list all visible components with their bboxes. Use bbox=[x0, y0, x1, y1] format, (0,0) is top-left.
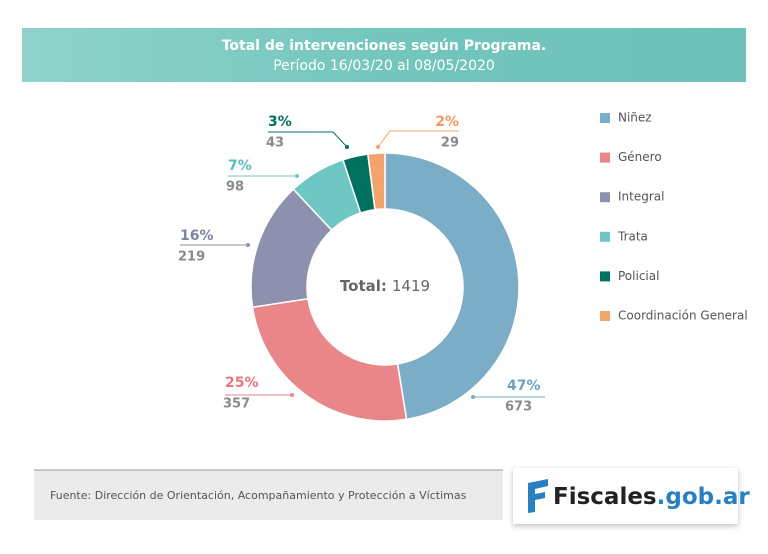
slice bbox=[384, 152, 520, 421]
percent-label: 7% bbox=[228, 158, 252, 174]
value-label: 357 bbox=[223, 397, 250, 412]
title-bar bbox=[22, 28, 746, 82]
legend-label: Coordinación General bbox=[618, 309, 748, 323]
legend-label: Género bbox=[618, 150, 662, 164]
value-label: 43 bbox=[266, 136, 284, 151]
percent-label: 2% bbox=[435, 114, 459, 130]
legend-swatch bbox=[600, 113, 610, 123]
total-label: Total: bbox=[340, 277, 387, 295]
legend-swatch bbox=[600, 231, 610, 242]
legend-label: Integral bbox=[618, 190, 664, 204]
logo-box bbox=[513, 468, 738, 524]
percent-label: 47% bbox=[507, 378, 541, 394]
leader-dot bbox=[376, 145, 380, 149]
total-value: 1419 bbox=[392, 277, 430, 295]
leader-dot bbox=[246, 243, 250, 247]
value-label: 98 bbox=[226, 180, 244, 195]
logo-domain: .gob.ar bbox=[657, 484, 751, 510]
legend-swatch bbox=[600, 192, 610, 203]
leader-dot bbox=[345, 145, 349, 149]
logo-name: Fiscales bbox=[553, 484, 657, 510]
slice bbox=[367, 152, 386, 211]
legend-swatch bbox=[600, 152, 610, 163]
percent-label: 16% bbox=[180, 228, 214, 244]
legend-swatch bbox=[600, 271, 610, 282]
legend-label: Policial bbox=[618, 269, 659, 283]
legend-label: Niñez bbox=[618, 111, 652, 125]
leader-line bbox=[268, 131, 348, 148]
chart-subtitle: Período 16/03/20 al 08/05/2020 bbox=[273, 58, 495, 74]
leader-dot bbox=[290, 393, 294, 397]
percent-label: 25% bbox=[225, 375, 259, 391]
percent-label: 3% bbox=[268, 114, 292, 130]
leader-dot bbox=[295, 174, 299, 178]
total: Total: 1419 bbox=[340, 277, 430, 295]
legend-label: Trata bbox=[617, 229, 648, 243]
slice bbox=[251, 297, 408, 422]
source-box bbox=[34, 470, 503, 520]
value-label: 29 bbox=[441, 136, 459, 151]
legend-swatch bbox=[600, 311, 610, 321]
chart-title: Total de intervenciones según Programa. bbox=[222, 38, 547, 54]
value-label: 219 bbox=[178, 250, 205, 265]
leader-dot bbox=[471, 395, 475, 399]
source: Fuente: Dirección de Orientación, Acompa… bbox=[50, 489, 467, 502]
logo-icon bbox=[528, 479, 548, 513]
value-label: 673 bbox=[505, 400, 532, 415]
leader-line bbox=[377, 130, 459, 148]
logo: Fiscales.gob.ar bbox=[553, 484, 750, 510]
